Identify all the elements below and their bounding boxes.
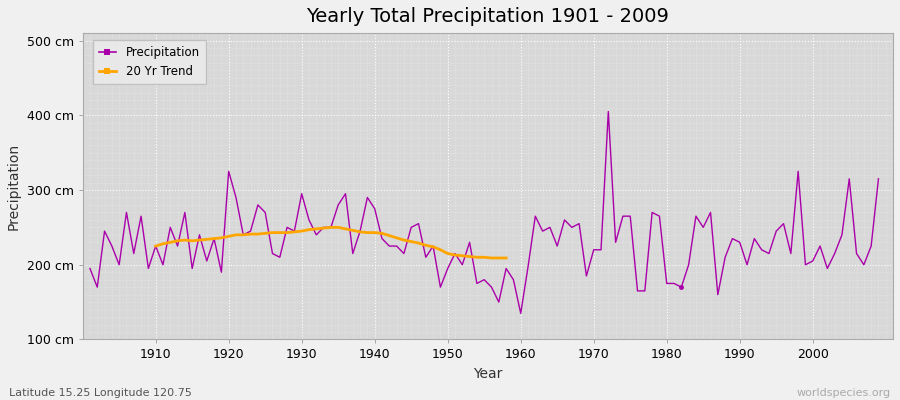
Text: worldspecies.org: worldspecies.org <box>796 388 891 398</box>
Title: Yearly Total Precipitation 1901 - 2009: Yearly Total Precipitation 1901 - 2009 <box>306 7 670 26</box>
Y-axis label: Precipitation: Precipitation <box>7 143 21 230</box>
X-axis label: Year: Year <box>473 367 502 381</box>
Legend: Precipitation, 20 Yr Trend: Precipitation, 20 Yr Trend <box>93 40 206 84</box>
Text: Latitude 15.25 Longitude 120.75: Latitude 15.25 Longitude 120.75 <box>9 388 192 398</box>
